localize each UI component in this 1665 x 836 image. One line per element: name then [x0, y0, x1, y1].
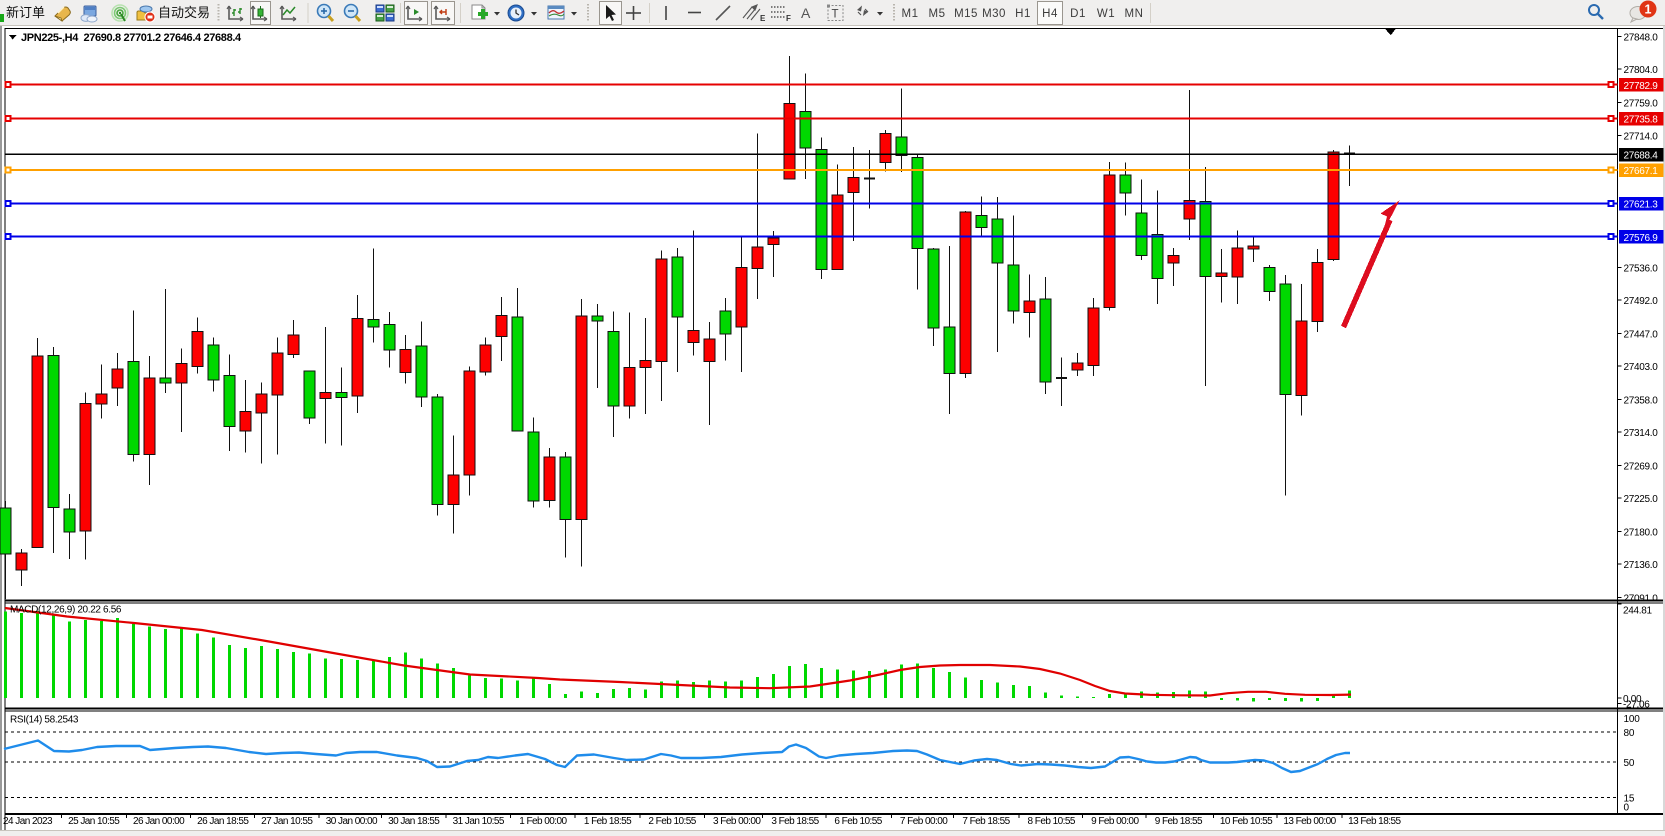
- svg-text:3 Feb 18:55: 3 Feb 18:55: [771, 816, 819, 827]
- svg-text:7 Feb 00:00: 7 Feb 00:00: [900, 816, 948, 827]
- svg-text:27759.0: 27759.0: [1624, 98, 1659, 109]
- svg-text:27269.0: 27269.0: [1624, 462, 1659, 473]
- svg-text:27782.9: 27782.9: [1624, 81, 1659, 92]
- svg-text:9 Feb 00:00: 9 Feb 00:00: [1091, 816, 1139, 827]
- svg-text:31 Jan 10:55: 31 Jan 10:55: [453, 816, 505, 827]
- svg-text:27735.8: 27735.8: [1624, 115, 1659, 126]
- svg-text:27667.1: 27667.1: [1624, 166, 1659, 177]
- svg-text:E: E: [760, 14, 766, 23]
- svg-text:F: F: [786, 14, 791, 23]
- svg-text:26 Jan 18:55: 26 Jan 18:55: [197, 816, 249, 827]
- svg-text:MACD(12,26,9) 20.22 6.56: MACD(12,26,9) 20.22 6.56: [10, 605, 122, 616]
- svg-text:1: 1: [1645, 3, 1652, 17]
- svg-text:27576.9: 27576.9: [1624, 233, 1659, 244]
- svg-text:27091.0: 27091.0: [1624, 593, 1659, 604]
- svg-text:D1: D1: [1070, 8, 1086, 20]
- svg-text:10 Feb 10:55: 10 Feb 10:55: [1220, 816, 1273, 827]
- svg-text:30 Jan 00:00: 30 Jan 00:00: [326, 816, 378, 827]
- svg-text:M15: M15: [954, 8, 978, 20]
- svg-text:24 Jan 2023: 24 Jan 2023: [3, 816, 53, 827]
- svg-text:244.81: 244.81: [1623, 606, 1653, 617]
- svg-text:27358.0: 27358.0: [1624, 396, 1659, 407]
- svg-text:0: 0: [1624, 803, 1630, 814]
- svg-text:15: 15: [1624, 794, 1635, 805]
- svg-text:13 Feb 00:00: 13 Feb 00:00: [1283, 816, 1336, 827]
- svg-text:H4: H4: [1042, 8, 1058, 20]
- svg-text:25 Jan 10:55: 25 Jan 10:55: [68, 816, 120, 827]
- svg-text:27714.0: 27714.0: [1624, 132, 1659, 143]
- svg-text:T: T: [832, 9, 839, 21]
- svg-text:1 Feb 18:55: 1 Feb 18:55: [584, 816, 632, 827]
- svg-text:27180.0: 27180.0: [1624, 527, 1659, 538]
- svg-text:27621.3: 27621.3: [1624, 200, 1659, 211]
- svg-text:H1: H1: [1015, 8, 1031, 20]
- svg-text:27314.0: 27314.0: [1624, 428, 1659, 439]
- svg-text:0.00: 0.00: [1623, 694, 1642, 705]
- svg-text:27225.0: 27225.0: [1624, 494, 1659, 505]
- svg-text:M1: M1: [902, 8, 919, 20]
- svg-text:8 Feb 10:55: 8 Feb 10:55: [1028, 816, 1076, 827]
- svg-text:13 Feb 18:55: 13 Feb 18:55: [1348, 816, 1401, 827]
- svg-text:7 Feb 18:55: 7 Feb 18:55: [962, 816, 1010, 827]
- svg-text:M5: M5: [929, 8, 946, 20]
- svg-text:1 Feb 00:00: 1 Feb 00:00: [519, 816, 567, 827]
- svg-text:-27.06: -27.06: [1623, 700, 1650, 711]
- svg-text:A: A: [801, 5, 811, 21]
- svg-text:30 Jan 18:55: 30 Jan 18:55: [388, 816, 440, 827]
- svg-text:27688.4: 27688.4: [1624, 151, 1659, 162]
- svg-text:27 Jan 10:55: 27 Jan 10:55: [261, 816, 313, 827]
- svg-text:100: 100: [1624, 714, 1641, 725]
- svg-text:9 Feb 18:55: 9 Feb 18:55: [1155, 816, 1203, 827]
- svg-text:自动交易: 自动交易: [158, 5, 210, 20]
- svg-text:27136.0: 27136.0: [1624, 560, 1659, 571]
- svg-text:27403.0: 27403.0: [1624, 362, 1659, 373]
- svg-text:3 Feb 00:00: 3 Feb 00:00: [713, 816, 761, 827]
- svg-text:W1: W1: [1097, 8, 1115, 20]
- svg-text:27804.0: 27804.0: [1624, 65, 1659, 76]
- svg-text:27447.0: 27447.0: [1624, 330, 1659, 341]
- svg-text:M30: M30: [982, 8, 1006, 20]
- svg-text:50: 50: [1624, 758, 1635, 769]
- svg-text:2 Feb 10:55: 2 Feb 10:55: [648, 816, 696, 827]
- svg-text:27492.0: 27492.0: [1624, 296, 1659, 307]
- svg-text:RSI(14) 58.2543: RSI(14) 58.2543: [10, 715, 79, 726]
- svg-text:27536.0: 27536.0: [1624, 264, 1659, 275]
- svg-text:新订单: 新订单: [6, 5, 45, 20]
- svg-text:MN: MN: [1125, 8, 1144, 20]
- svg-text:JPN225-,H4 27690.8 27701.2 27: JPN225-,H4 27690.8 27701.2 27646.4 27688…: [21, 32, 242, 44]
- svg-text:80: 80: [1624, 728, 1635, 739]
- svg-text:27848.0: 27848.0: [1624, 32, 1659, 43]
- svg-text:26 Jan 00:00: 26 Jan 00:00: [133, 816, 185, 827]
- svg-text:6 Feb 10:55: 6 Feb 10:55: [834, 816, 882, 827]
